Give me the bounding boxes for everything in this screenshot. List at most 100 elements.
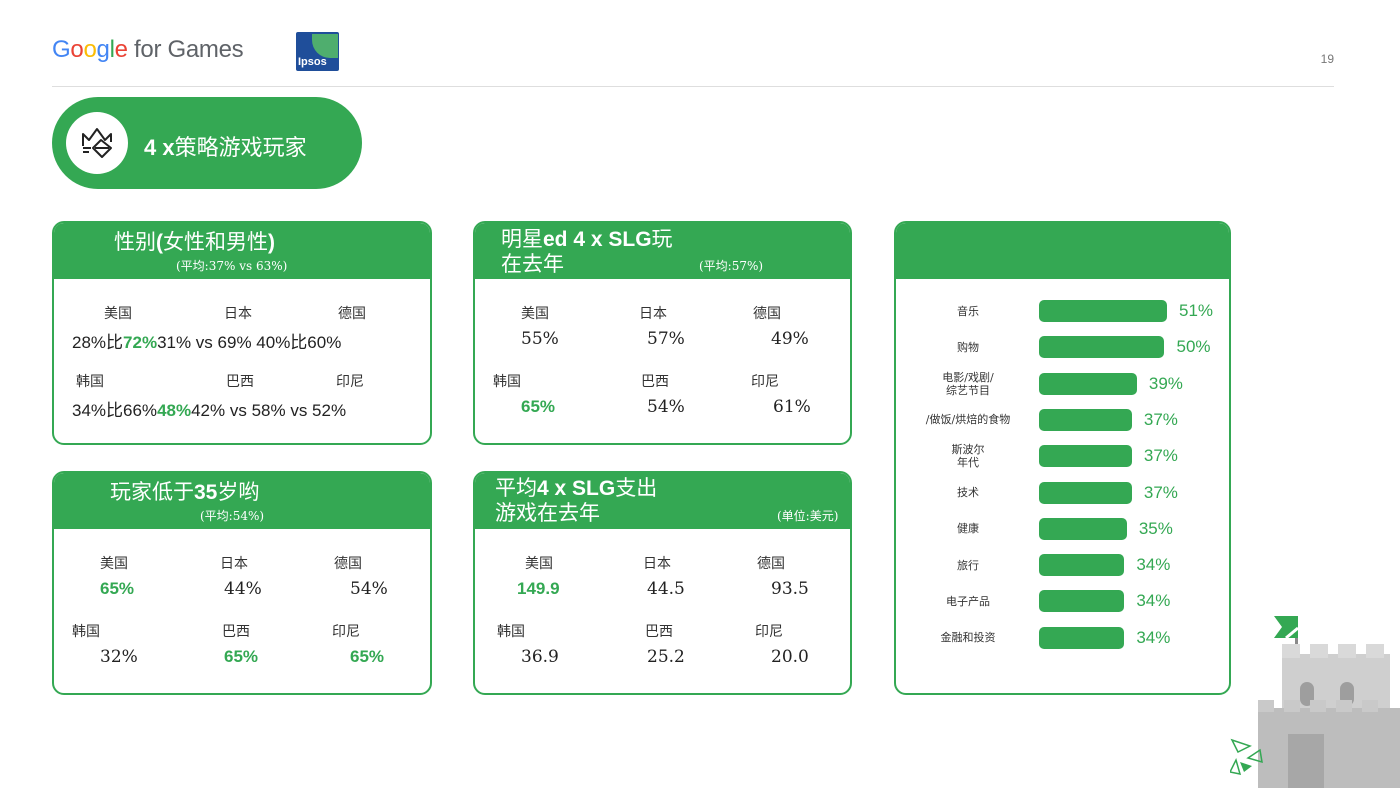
spend-card: 平均4 x SLG支出 游戏在去年 (单位:美元) 美国 日本 德国 149.9 … bbox=[473, 471, 852, 695]
spend-card-header: 平均4 x SLG支出 游戏在去年 (单位:美元) bbox=[475, 473, 850, 529]
country-label: 巴西 bbox=[645, 624, 673, 640]
ipsos-logo-text: Ipsos bbox=[298, 56, 327, 68]
age-value: 32% bbox=[100, 647, 138, 667]
bar-category-label: /做饭/烘焙的食物 bbox=[925, 413, 1011, 427]
country-label: 韩国 bbox=[76, 374, 104, 390]
bar-category-label: 金融和投资 bbox=[940, 631, 996, 645]
header-divider bbox=[52, 86, 1334, 87]
bar-value-label: 34% bbox=[1136, 627, 1171, 647]
gender-card: 性别(女性和男性) (平均:37% vs 63%) 美国 日本 德国 28%比7… bbox=[52, 221, 432, 445]
country-label: 美国 bbox=[521, 306, 549, 322]
ipsos-leaf-shape bbox=[312, 34, 338, 58]
country-label: 印尼 bbox=[332, 624, 360, 640]
country-label: 日本 bbox=[220, 556, 248, 572]
star-value: 54% bbox=[647, 397, 685, 417]
bar-category-label: 音乐 bbox=[957, 304, 979, 318]
spend-value: 25.2 bbox=[647, 647, 685, 667]
bar-category-label: 购物 bbox=[957, 340, 979, 354]
spend-card-subtitle: (单位:美元) bbox=[777, 509, 839, 523]
country-label: 美国 bbox=[100, 556, 128, 572]
bar-value-label: 35% bbox=[1138, 518, 1173, 538]
google-for-games-logo: Google for Games bbox=[52, 36, 244, 63]
ipsos-logo: Ipsos bbox=[296, 32, 339, 71]
age-card: 玩家低于35岁哟 (平均:54%) 美国 日本 德国 65% 44% 54% 韩… bbox=[52, 471, 432, 695]
country-label: 韩国 bbox=[497, 624, 525, 640]
bar bbox=[1039, 336, 1165, 359]
bar-value-label: 51% bbox=[1179, 301, 1214, 320]
bar bbox=[1039, 408, 1132, 431]
gender-card-title: 性别(女性和男性) bbox=[114, 230, 275, 254]
section-title: 4 x策略游戏玩家 bbox=[144, 135, 307, 161]
gender-row2-values: 34%比66%48%42% vs 58% vs 52% bbox=[72, 401, 347, 420]
age-value-highlight: 65% bbox=[224, 647, 259, 666]
age-value: 44% bbox=[224, 579, 262, 599]
star-value: 57% bbox=[647, 329, 685, 349]
star-value: 61% bbox=[773, 397, 811, 417]
star-card-header: 明星ed 4 x SLG玩 在去年 (平均:57%) bbox=[475, 223, 850, 279]
gender-card-header: 性别(女性和男性) (平均:37% vs 63%) bbox=[54, 223, 430, 279]
gender-row1-values: 28%比72%31% vs 69% 40%比60% bbox=[72, 333, 342, 352]
age-card-subtitle: (平均:54%) bbox=[200, 509, 265, 523]
star-card-title: 明星ed 4 x SLG玩 在去年 bbox=[501, 227, 673, 276]
country-label: 美国 bbox=[104, 306, 132, 322]
country-label: 德国 bbox=[753, 306, 781, 322]
bar bbox=[1039, 517, 1127, 540]
star-card-subtitle: (平均:57%) bbox=[699, 259, 764, 273]
star-card: 明星ed 4 x SLG玩 在去年 (平均:57%) 美国 日本 德国 55% 5… bbox=[473, 221, 852, 445]
bar-value-label: 34% bbox=[1136, 591, 1171, 611]
country-label: 德国 bbox=[338, 306, 366, 322]
spend-card-title: 平均4 x SLG支出 游戏在去年 bbox=[495, 476, 658, 525]
age-card-title: 玩家低于35岁哟 bbox=[110, 480, 260, 504]
bar-category-label: 斯波尔 年代 bbox=[951, 443, 985, 470]
bar bbox=[1039, 554, 1125, 577]
bar bbox=[1039, 300, 1167, 322]
age-value-highlight: 65% bbox=[350, 647, 385, 666]
castle-diamond-icon bbox=[82, 128, 112, 158]
country-label: 巴西 bbox=[641, 374, 669, 390]
section-title-pill: 4 x策略游戏玩家 bbox=[52, 97, 362, 189]
country-label: 德国 bbox=[334, 556, 362, 572]
bar-category-label: 旅行 bbox=[957, 558, 979, 572]
country-label: 印尼 bbox=[336, 374, 364, 390]
bar bbox=[1039, 481, 1132, 504]
bar-category-label: 健康 bbox=[957, 522, 979, 536]
age-card-header: 玩家低于35岁哟 (平均:54%) bbox=[54, 473, 430, 529]
country-label: 日本 bbox=[224, 306, 252, 322]
star-value-highlight: 65% bbox=[521, 397, 556, 416]
star-value: 49% bbox=[771, 329, 809, 349]
bar bbox=[1039, 445, 1132, 468]
bar-category-label: 电子产品 bbox=[946, 594, 990, 608]
country-label: 印尼 bbox=[751, 374, 779, 390]
bar-category-label: 电影/戏剧/综艺节目 bbox=[942, 370, 994, 397]
bar bbox=[1039, 372, 1137, 395]
country-label: 巴西 bbox=[226, 374, 254, 390]
spend-value-highlight: 149.9 bbox=[517, 579, 560, 598]
bar-value-label: 39% bbox=[1148, 373, 1183, 393]
country-label: 韩国 bbox=[493, 374, 521, 390]
country-label: 日本 bbox=[639, 306, 667, 322]
spend-value: 36.9 bbox=[521, 647, 559, 667]
bar-value-label: 37% bbox=[1143, 409, 1178, 429]
age-value-highlight: 65% bbox=[100, 579, 135, 598]
strategy-icon-circle bbox=[66, 112, 128, 174]
gender-card-subtitle: (平均:37% vs 63%) bbox=[176, 259, 288, 273]
country-label: 日本 bbox=[643, 556, 671, 572]
spend-value: 93.5 bbox=[771, 579, 809, 599]
interests-bar-chart: 音乐 51% 购物 50% 电影/戏剧/综艺节目 39% /做饭/烘焙的食物 37% 斯波尔 年代… bbox=[894, 221, 1231, 695]
spend-value: 20.0 bbox=[771, 647, 809, 667]
country-label: 巴西 bbox=[222, 624, 250, 640]
star-value: 55% bbox=[521, 329, 559, 349]
bar bbox=[1039, 626, 1125, 649]
bar-value-label: 34% bbox=[1136, 555, 1171, 575]
bar-category-label: 技术 bbox=[957, 486, 979, 499]
bar-value-label: 37% bbox=[1143, 446, 1178, 466]
spend-value: 44.5 bbox=[647, 579, 685, 599]
interests-card-header bbox=[896, 223, 1229, 279]
bar-value-label: 37% bbox=[1143, 482, 1178, 502]
page-number: 19 bbox=[1320, 52, 1334, 66]
castle-illustration bbox=[1230, 616, 1400, 788]
country-label: 美国 bbox=[525, 556, 553, 572]
country-label: 德国 bbox=[757, 556, 785, 572]
bar bbox=[1039, 590, 1125, 613]
bar-value-label: 50% bbox=[1176, 337, 1211, 357]
